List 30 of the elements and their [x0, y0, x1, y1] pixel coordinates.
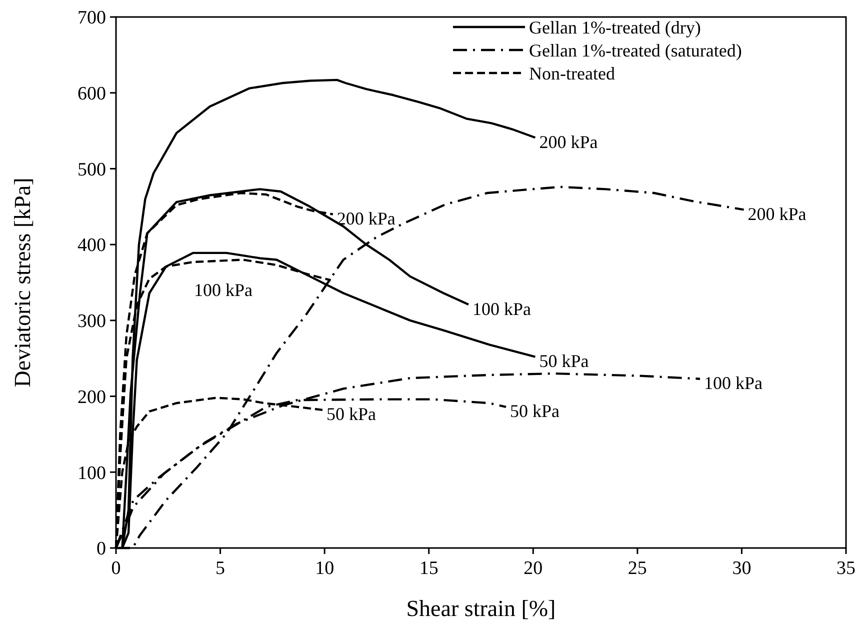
legend-label: Non-treated: [529, 63, 615, 84]
y-axis-title: Deviatoric stress [kPa]: [10, 178, 35, 388]
y-tick-label: 700: [78, 8, 106, 29]
x-tick-label: 10: [315, 558, 334, 579]
x-axis-title: Shear strain [%]: [406, 596, 556, 621]
annotation: 100 kPa: [194, 280, 252, 300]
x-tick-label: 20: [524, 558, 543, 579]
y-tick-label: 100: [78, 462, 106, 484]
legend-label: Gellan 1%-treated (dry): [529, 17, 701, 38]
legend-label: Gellan 1%-treated (saturated): [529, 40, 742, 60]
y-tick-label: 300: [78, 311, 106, 332]
annotation: 200 kPa: [748, 204, 806, 224]
x-tick-label: 25: [628, 558, 647, 579]
annotation: 100 kPa: [704, 373, 763, 394]
x-tick-label: 30: [732, 558, 752, 579]
x-tick-label: 0: [111, 558, 121, 579]
y-tick-label: 400: [78, 235, 106, 256]
y-tick-label: 600: [78, 84, 106, 105]
x-tick-label: 5: [216, 558, 226, 579]
annotation: 200 kPa: [539, 132, 598, 152]
annotation: 200 kPa: [336, 208, 396, 229]
x-tick-label: 35: [836, 558, 856, 579]
annotation: 100 kPa: [472, 298, 531, 319]
annotation: 50 kPa: [510, 401, 560, 422]
y-tick-label: 500: [78, 159, 106, 180]
annotation: 50 kPa: [539, 351, 589, 372]
x-tick-label: 15: [419, 558, 438, 579]
y-tick-label: 200: [78, 386, 106, 408]
y-tick-label: 0: [96, 538, 106, 560]
annotation: 50 kPa: [326, 404, 376, 424]
